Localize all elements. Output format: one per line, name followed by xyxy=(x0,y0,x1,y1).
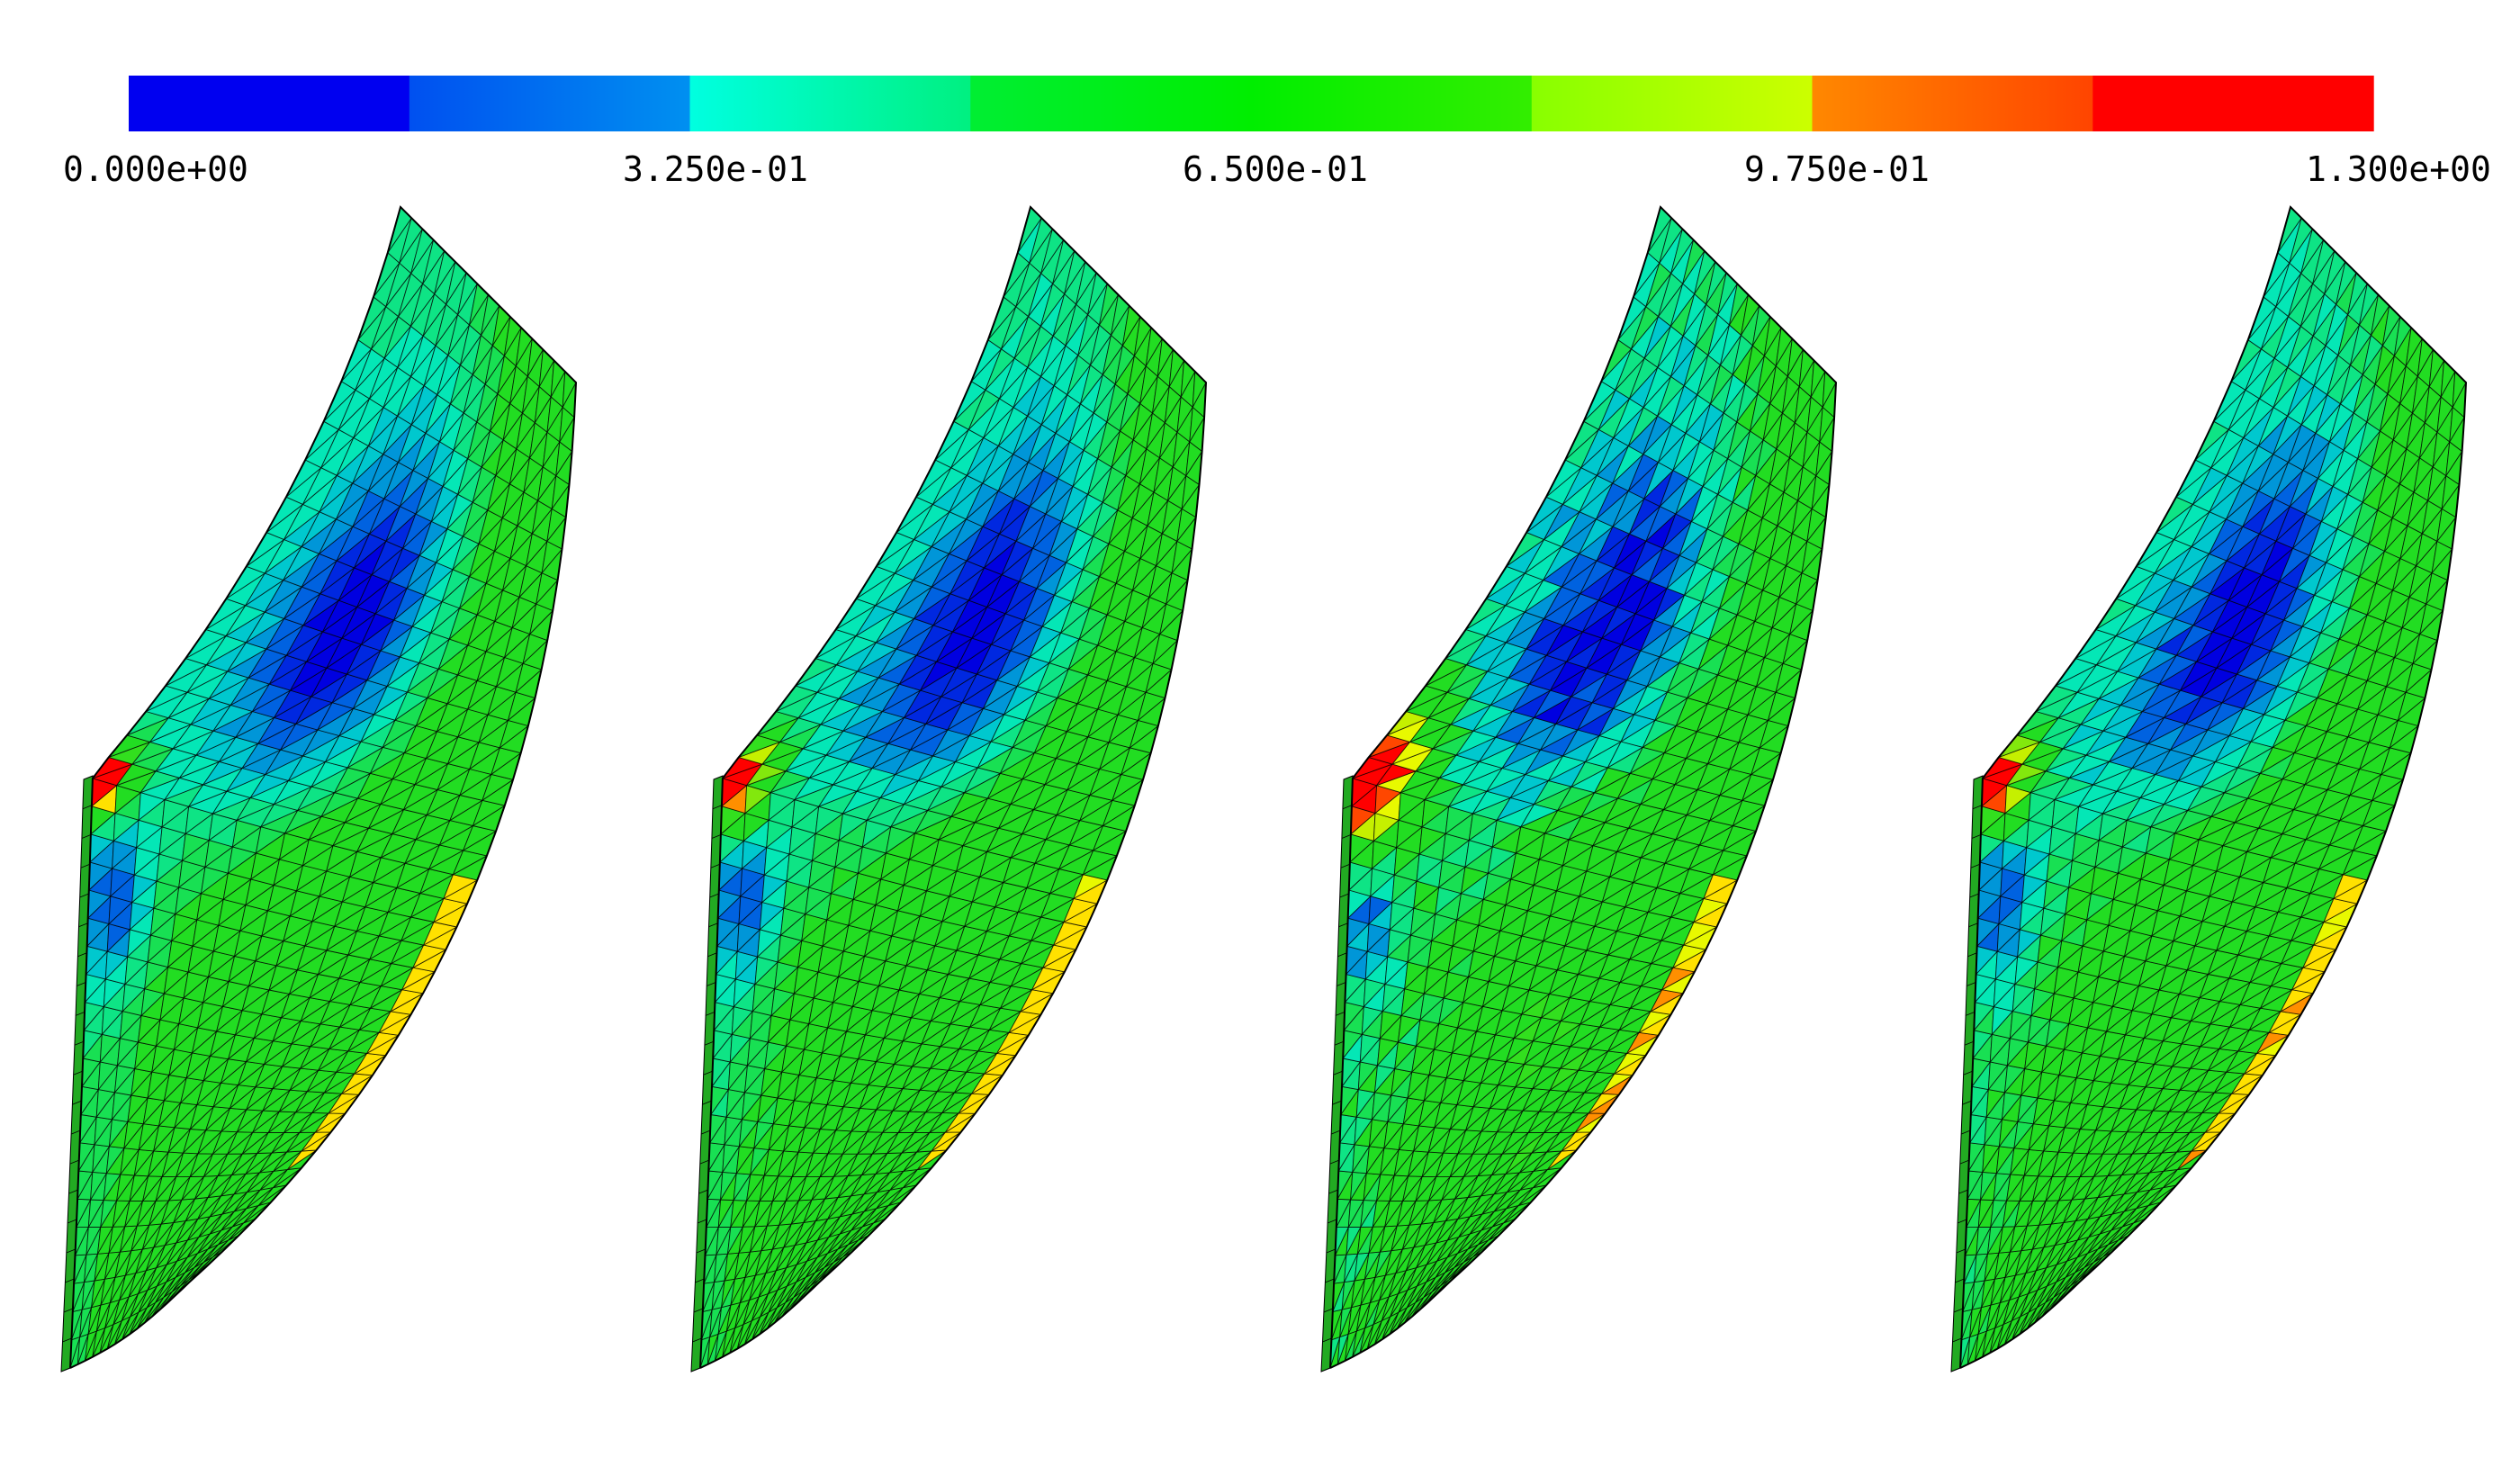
colorbar-tick-label: 0.000e+00 xyxy=(63,149,248,189)
colorbar-tick-label: 3.250e-01 xyxy=(623,149,808,189)
colorbar-band xyxy=(689,76,971,131)
side-face-edge xyxy=(69,1159,79,1165)
colorbar-band xyxy=(970,76,1252,131)
colorbar-bands xyxy=(129,76,2374,131)
side-face-edge xyxy=(63,1308,74,1313)
side-face-edge xyxy=(62,1337,72,1343)
side-face-edge xyxy=(70,1130,81,1135)
side-face-edge xyxy=(78,922,88,928)
side-face-edge xyxy=(77,952,87,958)
colorbar-band xyxy=(1531,76,1814,131)
side-face-edge xyxy=(74,1040,85,1046)
side-face-edge xyxy=(80,863,90,868)
colorbar-band xyxy=(409,76,691,131)
side-face-edge xyxy=(60,1367,71,1372)
side-face-edge xyxy=(66,1248,76,1254)
mesh-panel xyxy=(1950,205,2468,1372)
side-face-edge xyxy=(67,1219,77,1224)
mesh-panel xyxy=(690,205,1208,1372)
side-face-edge xyxy=(79,893,89,898)
side-face-edge xyxy=(75,1012,86,1016)
colorbar: 0.000e+00 3.250e-01 6.500e-01 9.750e-01 … xyxy=(63,76,2491,189)
side-face-edge xyxy=(72,1100,82,1105)
side-face-edge xyxy=(76,982,86,986)
colorbar-band xyxy=(2092,76,2374,131)
colorbar-tick-label: 6.500e-01 xyxy=(1183,149,1368,189)
colorbar-band xyxy=(1812,76,2093,131)
mesh-panel xyxy=(1320,205,1838,1372)
side-face-edge xyxy=(73,1070,83,1076)
side-face-edge xyxy=(65,1278,75,1283)
side-face-edge xyxy=(82,805,93,810)
colorbar-band xyxy=(1251,76,1533,131)
plate-outline xyxy=(69,205,578,1369)
colorbar-tick-labels: 0.000e+00 3.250e-01 6.500e-01 9.750e-01 … xyxy=(63,149,2491,189)
colorbar-tick-label: 1.300e+00 xyxy=(2306,149,2491,189)
mesh-panel xyxy=(60,205,578,1372)
side-face-edge xyxy=(68,1189,78,1194)
colorbar-tick-label: 9.750e-01 xyxy=(1744,149,1930,189)
mesh-panels xyxy=(60,205,2468,1372)
colorbar-band xyxy=(129,76,410,131)
side-face-edge xyxy=(81,834,92,839)
